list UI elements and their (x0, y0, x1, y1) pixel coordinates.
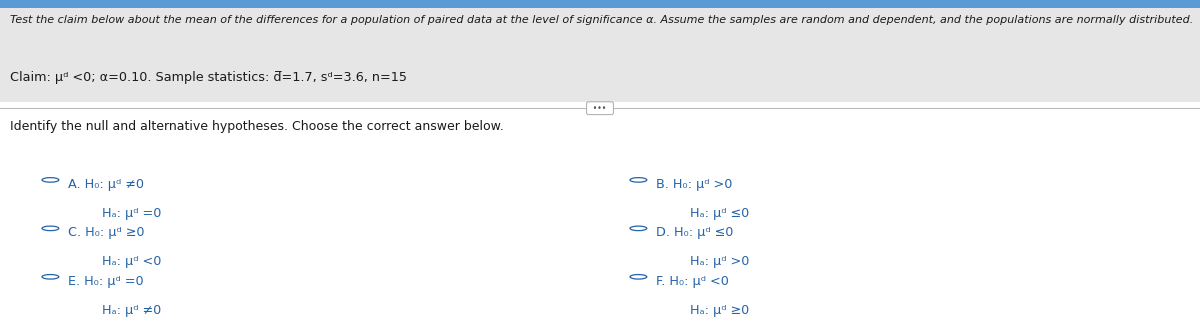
Text: A. H₀: μᵈ ≠0: A. H₀: μᵈ ≠0 (68, 178, 144, 191)
Circle shape (630, 275, 647, 279)
Text: D. H₀: μᵈ ≤0: D. H₀: μᵈ ≤0 (656, 226, 733, 239)
Text: C. H₀: μᵈ ≥0: C. H₀: μᵈ ≥0 (68, 226, 145, 239)
Text: E. H₀: μᵈ =0: E. H₀: μᵈ =0 (68, 275, 144, 287)
Text: Test the claim below about the mean of the differences for a population of paire: Test the claim below about the mean of t… (10, 15, 1193, 25)
Text: Hₐ: μᵈ <0: Hₐ: μᵈ <0 (102, 255, 161, 268)
Text: Hₐ: μᵈ =0: Hₐ: μᵈ =0 (102, 207, 161, 220)
Circle shape (42, 275, 59, 279)
Circle shape (630, 178, 647, 182)
Text: Claim: μᵈ <0; α=0.10. Sample statistics: d̅=1.7, sᵈ=3.6, n=15: Claim: μᵈ <0; α=0.10. Sample statistics:… (10, 71, 407, 84)
Circle shape (42, 178, 59, 182)
Text: Identify the null and alternative hypotheses. Choose the correct answer below.: Identify the null and alternative hypoth… (10, 120, 503, 132)
FancyBboxPatch shape (0, 0, 1200, 102)
Text: Hₐ: μᵈ ≤0: Hₐ: μᵈ ≤0 (690, 207, 749, 220)
FancyBboxPatch shape (0, 0, 1200, 8)
Text: F. H₀: μᵈ <0: F. H₀: μᵈ <0 (656, 275, 730, 287)
Text: Hₐ: μᵈ ≥0: Hₐ: μᵈ ≥0 (690, 304, 749, 317)
Text: •••: ••• (588, 104, 612, 113)
Text: B. H₀: μᵈ >0: B. H₀: μᵈ >0 (656, 178, 733, 191)
Text: Hₐ: μᵈ >0: Hₐ: μᵈ >0 (690, 255, 749, 268)
Text: Hₐ: μᵈ ≠0: Hₐ: μᵈ ≠0 (102, 304, 161, 317)
Circle shape (42, 226, 59, 231)
Circle shape (630, 226, 647, 231)
